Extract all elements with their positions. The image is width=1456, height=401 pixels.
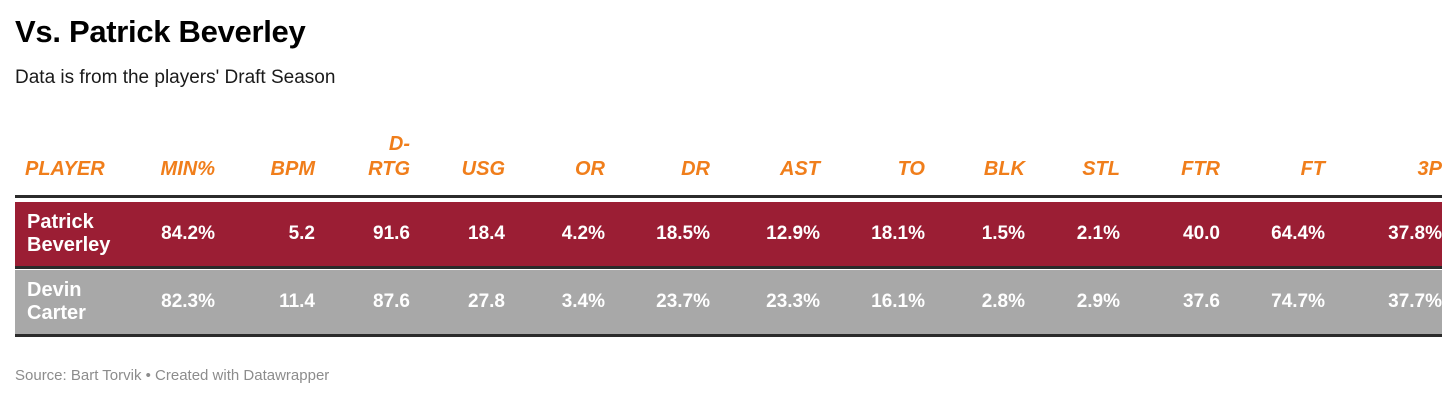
column-header-ft: FT [1225,157,1325,182]
cell-or: 4.2% [561,223,605,244]
cell-stl: 2.1% [1076,223,1120,244]
table-header-row: PLAYER MIN% BPM D- RTG USG OR DR AST TO BLK STL FTR F… [15,133,1442,198]
column-header-d-rtg: D- RTG [315,132,410,182]
cell-3p: 37.7% [1388,291,1442,312]
chart-subtitle: Data is from the players' Draft Season [15,67,336,88]
column-header-text: OR [575,158,605,180]
column-header-stl: STL [1025,157,1120,182]
column-header-text: PLAYER [25,158,105,180]
cell-blk: 1.5% [981,223,1025,244]
column-header-ast: AST [715,157,820,182]
source-note: Source: Bart Torvik • Created with Dataw… [15,367,330,384]
cell-ast: 12.9% [766,223,820,244]
table-row-patrick-beverley: Patrick Beverley 84.2% 5.2 91.6 18.4 4.2% 18.5%… [15,202,1442,266]
cell-ft: 74.7% [1271,291,1325,312]
cell-dr: 18.5% [656,223,710,244]
player-name: Patrick Beverley [27,202,162,266]
player-name-line: Devin [27,279,82,301]
chart-title: Vs. Patrick Beverley [15,14,306,49]
column-header-player: PLAYER [25,157,160,182]
column-header-blk: BLK [925,157,1025,182]
cell-or: 3.4% [561,291,605,312]
player-name-line: Patrick [27,211,94,233]
cell-bpm: 5.2 [288,223,315,244]
cell-usg: 18.4 [468,223,505,244]
column-header-min: MIN% [115,157,215,182]
cell-dr: 23.7% [656,291,710,312]
cell-min: 84.2% [161,223,215,244]
column-header-text: AST [780,158,820,180]
cell-min: 82.3% [161,291,215,312]
column-header-text: FT [1300,158,1325,180]
cell-to: 18.1% [871,223,925,244]
column-header-text: D- [388,133,410,155]
cell-3p: 37.8% [1388,223,1442,244]
cell-ftr: 40.0 [1183,223,1220,244]
column-header-text: DR [681,158,710,180]
column-header-text: BPM [270,158,315,180]
column-header-text: 3P [1417,158,1442,180]
column-header-text: FTR [1181,158,1220,180]
column-header-ftr: FTR [1115,157,1220,182]
column-header-text: USG [461,158,505,180]
stats-table: PLAYER MIN% BPM D- RTG USG OR DR AST TO BLK STL FTR F… [15,133,1442,337]
player-name-line: Carter [27,302,86,324]
cell-d-rtg: 91.6 [373,223,410,244]
cell-ftr: 37.6 [1183,291,1220,312]
column-header-text: MIN% [160,158,215,180]
column-header-text: RTG [368,158,410,180]
table-row-devin-carter: Devin Carter 82.3% 11.4 87.6 27.8 3.4% 23.7% 23.… [15,270,1442,334]
cell-blk: 2.8% [981,291,1025,312]
column-header-to: TO [825,157,925,182]
column-header-3p: 3P [1325,157,1442,182]
column-header-text: BLK [983,158,1025,180]
cell-ft: 64.4% [1271,223,1325,244]
column-header-usg: USG [410,157,505,182]
cell-ast: 23.3% [766,291,820,312]
column-header-text: STL [1082,158,1120,180]
column-header-dr: DR [615,157,710,182]
column-header-bpm: BPM [220,157,315,182]
cell-bpm: 11.4 [279,291,315,312]
cell-usg: 27.8 [468,291,505,312]
player-name-line: Beverley [27,234,111,256]
column-header-text: TO [897,158,925,180]
column-header-or: OR [515,157,605,182]
cell-to: 16.1% [871,291,925,312]
cell-d-rtg: 87.6 [373,291,410,312]
cell-stl: 2.9% [1076,291,1120,312]
player-name: Devin Carter [27,270,162,334]
